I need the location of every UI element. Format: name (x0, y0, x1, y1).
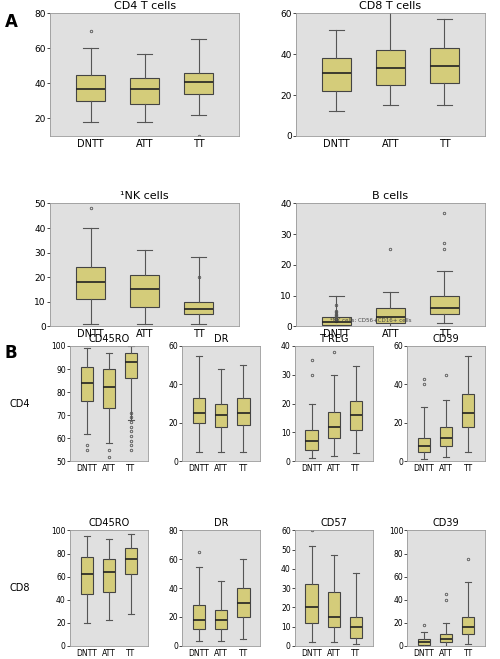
Title: B cells: B cells (372, 191, 408, 201)
PathPatch shape (76, 74, 106, 101)
PathPatch shape (125, 353, 137, 378)
PathPatch shape (76, 268, 106, 299)
PathPatch shape (184, 302, 214, 314)
PathPatch shape (430, 48, 460, 83)
PathPatch shape (80, 557, 92, 594)
PathPatch shape (322, 58, 352, 91)
Title: CD57: CD57 (320, 519, 347, 529)
PathPatch shape (440, 634, 452, 643)
PathPatch shape (102, 559, 115, 592)
Title: T REG: T REG (319, 334, 348, 344)
PathPatch shape (462, 617, 474, 634)
PathPatch shape (215, 403, 228, 427)
PathPatch shape (328, 413, 340, 438)
PathPatch shape (306, 585, 318, 623)
Title: CD39: CD39 (433, 334, 460, 344)
PathPatch shape (430, 295, 460, 314)
Text: *NK cells: CD56+CD16+ cells: *NK cells: CD56+CD16+ cells (330, 318, 411, 323)
PathPatch shape (328, 592, 340, 627)
PathPatch shape (440, 427, 452, 446)
Title: CD45RO: CD45RO (88, 519, 130, 529)
PathPatch shape (102, 369, 115, 408)
PathPatch shape (350, 401, 362, 430)
Title: CD8 T cells: CD8 T cells (360, 1, 422, 11)
Title: DR: DR (214, 334, 228, 344)
Text: B: B (5, 344, 18, 362)
PathPatch shape (350, 617, 362, 638)
PathPatch shape (418, 639, 430, 645)
PathPatch shape (238, 588, 250, 617)
PathPatch shape (418, 438, 430, 451)
Text: CD8: CD8 (10, 583, 30, 593)
PathPatch shape (238, 398, 250, 425)
Title: ¹NK cells: ¹NK cells (120, 191, 169, 201)
PathPatch shape (215, 610, 228, 629)
PathPatch shape (130, 78, 160, 104)
PathPatch shape (130, 275, 160, 306)
Title: CD4 T cells: CD4 T cells (114, 1, 176, 11)
PathPatch shape (322, 317, 352, 325)
PathPatch shape (125, 548, 137, 574)
Title: CD45RO: CD45RO (88, 334, 130, 344)
PathPatch shape (306, 430, 318, 449)
PathPatch shape (462, 394, 474, 427)
Title: DR: DR (214, 519, 228, 529)
PathPatch shape (193, 606, 205, 629)
PathPatch shape (376, 308, 406, 323)
PathPatch shape (184, 72, 214, 94)
PathPatch shape (376, 50, 406, 85)
PathPatch shape (80, 366, 92, 401)
Text: A: A (5, 13, 18, 31)
PathPatch shape (193, 398, 205, 423)
Text: CD4: CD4 (10, 399, 30, 409)
Title: CD39: CD39 (433, 519, 460, 529)
